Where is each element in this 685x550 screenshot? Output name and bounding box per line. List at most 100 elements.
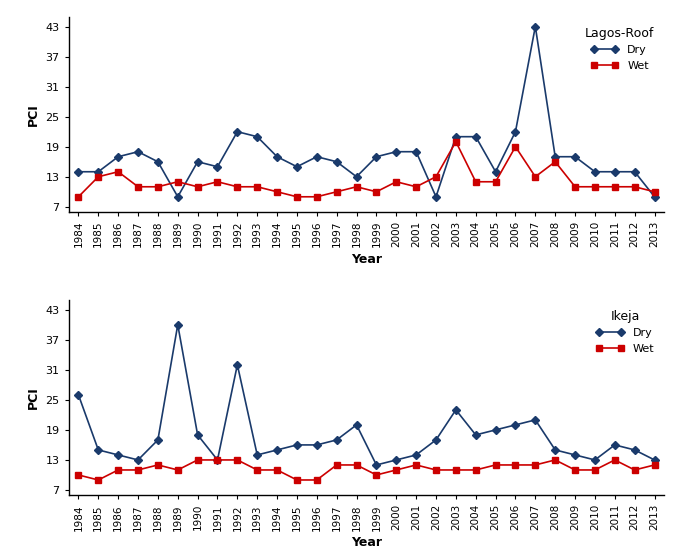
Wet [412,461,421,468]
Wet [631,466,639,473]
Wet [173,178,182,185]
Dry [432,194,440,200]
Dry [551,153,560,160]
Wet [95,477,103,483]
Dry [95,447,103,453]
Wet [273,189,282,195]
Dry [631,447,639,453]
Dry [651,194,659,200]
Wet [134,466,142,473]
Wet [333,189,341,195]
Wet [253,466,262,473]
Wet [234,456,242,463]
Dry [393,456,401,463]
Dry [293,163,301,170]
Wet [631,184,639,190]
X-axis label: Year: Year [351,536,382,549]
Dry [312,153,321,160]
Dry [651,456,659,463]
Wet [571,466,580,473]
Wet [154,461,162,468]
Wet [194,456,202,463]
Wet [492,178,500,185]
Wet [432,466,440,473]
Dry [532,23,540,30]
Wet [214,456,222,463]
Wet [253,184,262,190]
X-axis label: Year: Year [351,253,382,266]
Dry [393,148,401,155]
Wet [293,194,301,200]
Wet [312,194,321,200]
Dry [273,447,282,453]
Wet [194,184,202,190]
Line: Wet: Wet [75,139,658,200]
Dry [173,321,182,328]
Dry [631,168,639,175]
Dry [512,422,520,428]
Dry [333,158,341,165]
Dry [452,406,460,413]
Dry [75,168,83,175]
Y-axis label: PCI: PCI [27,103,40,125]
Wet [651,461,659,468]
Wet [393,178,401,185]
Line: Dry: Dry [75,322,658,468]
Wet [273,466,282,473]
Dry [611,442,619,448]
Dry [114,153,123,160]
Dry [154,437,162,443]
Dry [75,392,83,398]
Legend: Dry, Wet: Dry, Wet [581,22,659,75]
Dry [571,452,580,458]
Wet [393,466,401,473]
Dry [373,461,381,468]
Dry [452,134,460,140]
Wet [373,472,381,478]
Wet [234,184,242,190]
Dry [472,134,480,140]
Dry [234,361,242,368]
Dry [114,452,123,458]
Dry [214,456,222,463]
Wet [154,184,162,190]
Wet [591,466,599,473]
Wet [293,477,301,483]
Dry [194,158,202,165]
Dry [472,432,480,438]
Dry [134,148,142,155]
Wet [353,184,361,190]
Wet [114,168,123,175]
Wet [173,466,182,473]
Wet [452,466,460,473]
Wet [412,184,421,190]
Dry [134,456,142,463]
Wet [611,184,619,190]
Y-axis label: PCI: PCI [27,386,40,409]
Legend: Dry, Wet: Dry, Wet [592,305,659,358]
Wet [492,461,500,468]
Line: Dry: Dry [75,24,658,200]
Dry [432,437,440,443]
Wet [452,139,460,145]
Dry [214,163,222,170]
Wet [611,456,619,463]
Dry [154,158,162,165]
Dry [591,168,599,175]
Wet [551,158,560,165]
Wet [95,173,103,180]
Dry [532,416,540,423]
Wet [432,173,440,180]
Wet [472,466,480,473]
Dry [353,422,361,428]
Dry [412,148,421,155]
Dry [194,432,202,438]
Wet [134,184,142,190]
Wet [333,461,341,468]
Dry [373,153,381,160]
Dry [234,128,242,135]
Dry [551,447,560,453]
Dry [173,194,182,200]
Dry [412,452,421,458]
Wet [551,456,560,463]
